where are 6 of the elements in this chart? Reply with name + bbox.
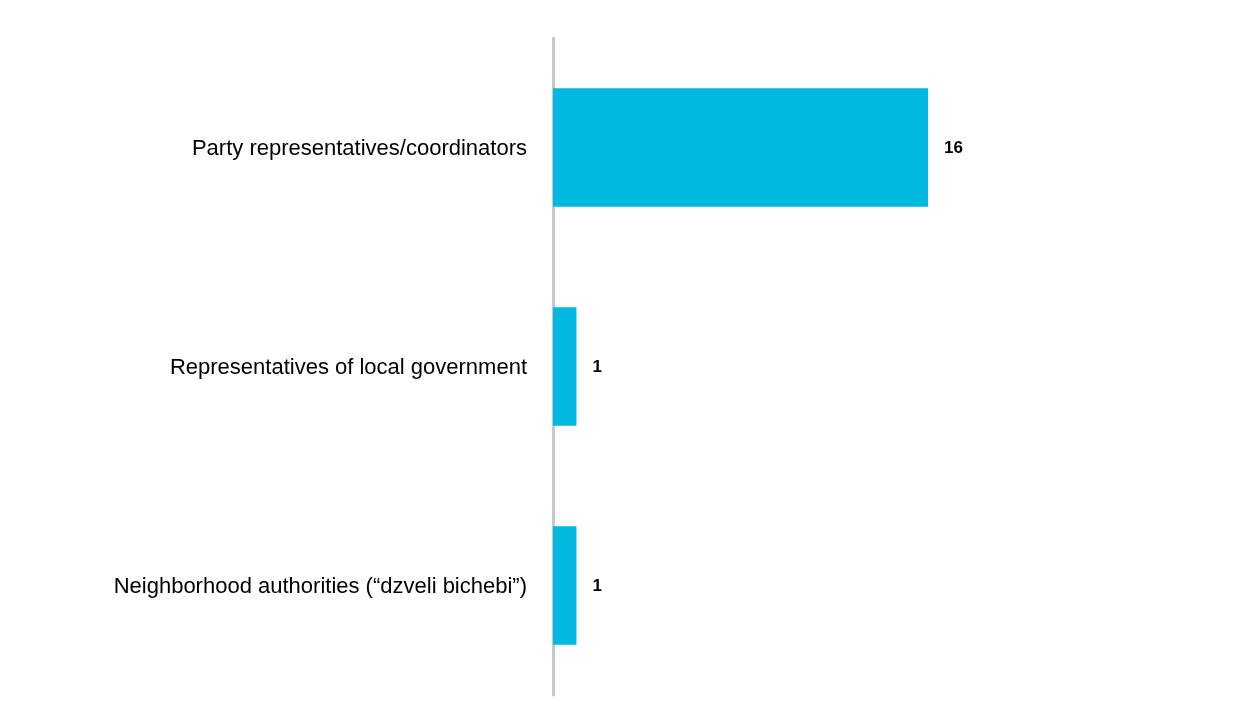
y-tick-label: Neighborhood authorities (“dzveli bichebi”): [113, 573, 527, 598]
y-tick-label: Party representatives/coordinators: [191, 135, 527, 160]
data-label: 1: [592, 357, 602, 376]
data-label: 16: [944, 138, 963, 157]
data-label: 1: [592, 576, 602, 595]
y-tick-label: Representatives of local government: [169, 354, 527, 379]
